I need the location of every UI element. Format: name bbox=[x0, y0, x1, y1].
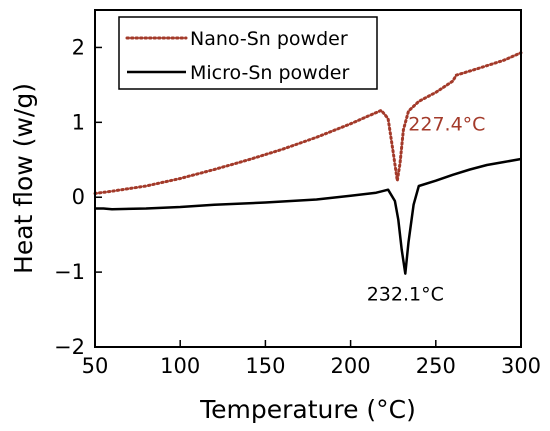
x-tick-label: 300 bbox=[501, 354, 541, 378]
y-tick-label: 1 bbox=[72, 110, 85, 134]
series-lines bbox=[93, 51, 523, 275]
legend-box bbox=[118, 16, 378, 90]
annotations: 227.4°C 232.1°C bbox=[367, 114, 486, 306]
x-tick-label: 150 bbox=[245, 354, 285, 378]
y-tick-label: −2 bbox=[54, 335, 85, 359]
y-tick-label: 2 bbox=[72, 35, 85, 59]
peak-label-micro: 232.1°C bbox=[367, 284, 444, 306]
x-tick-label: 100 bbox=[160, 354, 200, 378]
plot-frame bbox=[94, 9, 522, 348]
x-tick-label: 50 bbox=[82, 354, 109, 378]
y-tick-label: 0 bbox=[72, 185, 85, 209]
x-tick-label: 250 bbox=[416, 354, 456, 378]
legend: Nano-Sn powder Micro-Sn powder bbox=[118, 16, 378, 90]
series-line-nano bbox=[93, 51, 523, 195]
legend-label-micro: Micro-Sn powder bbox=[190, 62, 349, 84]
legend-label-nano: Nano-Sn powder bbox=[190, 28, 348, 50]
peak-label-nano: 227.4°C bbox=[408, 114, 485, 136]
axis-ticks: 50 100 150 200 250 300 −2 −1 0 1 2 bbox=[54, 35, 541, 378]
x-tick-label: 200 bbox=[331, 354, 371, 378]
x-axis-title: Temperature (°C) bbox=[199, 395, 416, 424]
y-axis-title: Heat flow (w/g) bbox=[9, 83, 38, 274]
series-line-micro bbox=[95, 157, 522, 275]
y-tick-label: −1 bbox=[54, 260, 85, 284]
